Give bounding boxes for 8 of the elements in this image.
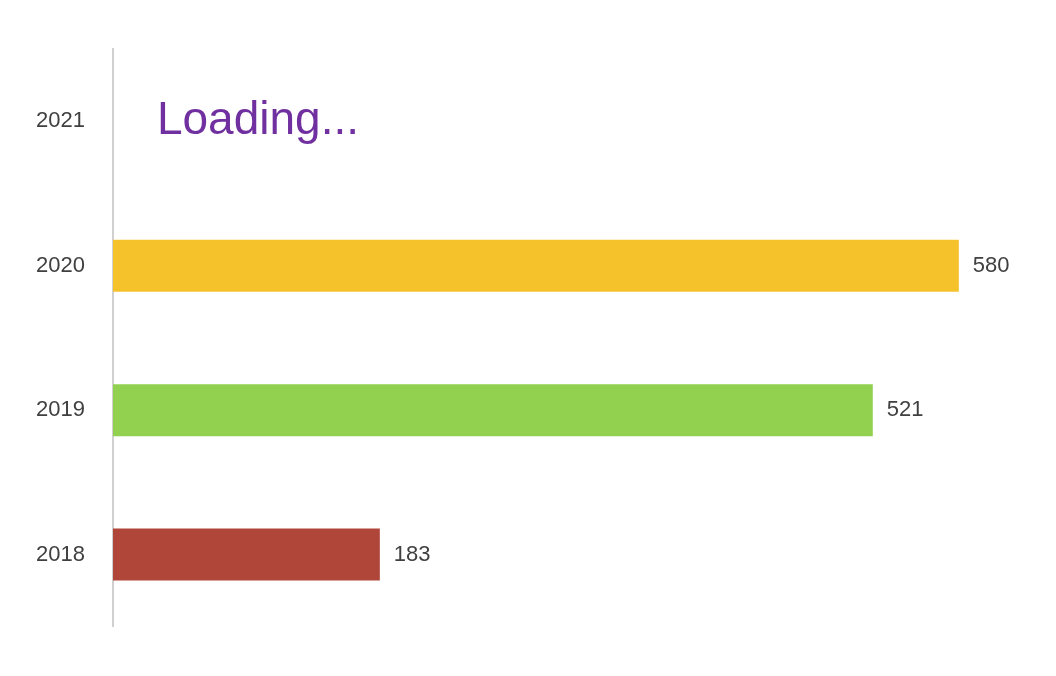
data-label: 183 xyxy=(393,540,431,566)
data-label: 580 xyxy=(972,251,1010,277)
y-tick-label: 2019 xyxy=(35,396,85,422)
y-tick-label: 2021 xyxy=(35,107,85,133)
data-label: 521 xyxy=(886,396,924,422)
y-tick-label: 2018 xyxy=(35,540,85,566)
annotation: Loading... xyxy=(156,92,359,145)
y-tick-label: 2020 xyxy=(35,251,85,277)
